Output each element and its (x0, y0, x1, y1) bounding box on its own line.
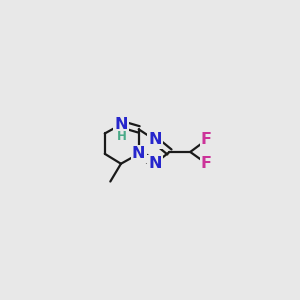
Text: F: F (201, 132, 212, 147)
Text: N: N (115, 117, 128, 132)
Text: F: F (201, 156, 212, 171)
Text: N: N (148, 132, 162, 147)
Text: N: N (148, 156, 162, 171)
Text: H: H (116, 130, 126, 143)
Text: N: N (132, 146, 146, 161)
